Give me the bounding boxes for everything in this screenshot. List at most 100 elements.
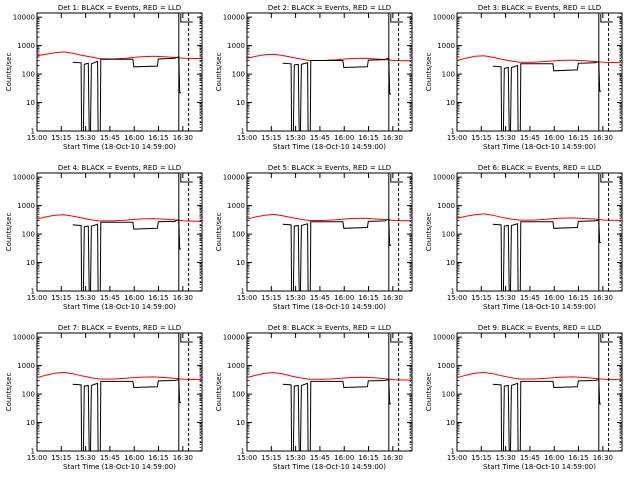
y-tick-label: 10000 bbox=[433, 174, 455, 182]
y-tick-label: 10 bbox=[236, 419, 245, 427]
y-tick-label: 10000 bbox=[13, 334, 35, 342]
x-tick-label: 16:15 bbox=[358, 134, 378, 142]
x-tick-label: 15:00 bbox=[447, 134, 467, 142]
lld-series-line bbox=[37, 371, 202, 381]
events-series-line bbox=[282, 379, 391, 451]
x-tick-label: 15:45 bbox=[100, 454, 120, 462]
plot-frame bbox=[456, 172, 623, 292]
y-tick-label: 10 bbox=[26, 419, 35, 427]
y-tick-label: 10 bbox=[26, 99, 35, 107]
lld-series-line bbox=[457, 213, 622, 221]
x-tick-label: 16:15 bbox=[358, 294, 378, 302]
x-tick-label: 16:30 bbox=[173, 454, 193, 462]
marker-bracket bbox=[180, 334, 193, 343]
x-tick-label: 15:30 bbox=[286, 454, 306, 462]
y-tick-label: 10 bbox=[26, 259, 35, 267]
events-series-line bbox=[72, 219, 181, 291]
x-tick-label: 15:45 bbox=[520, 454, 540, 462]
x-axis-label: Start Time (18-Oct-10 14:59:00) bbox=[273, 143, 386, 151]
x-tick-label: 15:00 bbox=[237, 294, 257, 302]
x-tick-label: 15:30 bbox=[496, 294, 516, 302]
y-tick-label: 10 bbox=[446, 259, 455, 267]
x-tick-label: 15:00 bbox=[447, 454, 467, 462]
y-axis-label: Counts/sec bbox=[425, 213, 433, 252]
plot-frame bbox=[456, 332, 623, 452]
y-axis-label: Counts/sec bbox=[215, 373, 223, 412]
panel-det-4: 1 10 100 1000 10000 15:00 15:15 15:30 15:45 16:00… bbox=[5, 164, 203, 311]
y-tick-label: 100 bbox=[232, 71, 245, 79]
x-axis-label: Start Time (18-Oct-10 14:59:00) bbox=[273, 303, 386, 311]
x-tick-label: 16:00 bbox=[544, 134, 564, 142]
plot-frame bbox=[36, 332, 203, 452]
x-tick-label: 15:00 bbox=[27, 134, 47, 142]
y-tick-label: 1000 bbox=[437, 42, 455, 50]
events-series-line bbox=[282, 57, 391, 131]
lld-series-line bbox=[457, 55, 622, 64]
y-tick-label: 100 bbox=[232, 231, 245, 239]
y-tick-label: 10 bbox=[446, 419, 455, 427]
x-tick-label: 16:30 bbox=[173, 294, 193, 302]
events-series-line bbox=[492, 61, 601, 131]
y-tick-label: 1 bbox=[31, 128, 35, 136]
y-tick-label: 1 bbox=[241, 128, 245, 136]
x-axis-label: Start Time (18-Oct-10 14:59:00) bbox=[273, 463, 386, 471]
marker-bracket bbox=[390, 334, 403, 343]
y-tick-label: 1 bbox=[241, 448, 245, 456]
y-tick-label: 1 bbox=[31, 288, 35, 296]
panel-title: Det 7: BLACK = Events, RED = LLD bbox=[58, 324, 181, 332]
panel-det-2: 1 10 100 1000 10000 15:00 15:15 15:30 15:45 16:00… bbox=[215, 4, 413, 151]
series-group bbox=[457, 13, 622, 131]
x-tick-label: 15:45 bbox=[520, 134, 540, 142]
plot-frame bbox=[246, 12, 413, 132]
x-tick-label: 16:00 bbox=[544, 294, 564, 302]
x-tick-label: 15:15 bbox=[471, 294, 491, 302]
plot-frame bbox=[36, 172, 203, 292]
marker-bracket bbox=[180, 14, 193, 23]
x-tick-label: 16:15 bbox=[568, 294, 588, 302]
lld-series-line bbox=[37, 51, 202, 60]
y-axis-label: Counts/sec bbox=[5, 53, 13, 92]
y-tick-label: 10000 bbox=[223, 334, 245, 342]
x-tick-label: 15:30 bbox=[496, 134, 516, 142]
x-tick-label: 15:15 bbox=[261, 454, 281, 462]
x-tick-label: 15:00 bbox=[27, 294, 47, 302]
x-tick-label: 16:15 bbox=[568, 454, 588, 462]
x-tick-label: 16:00 bbox=[124, 294, 144, 302]
series-group bbox=[37, 173, 202, 291]
x-tick-label: 15:45 bbox=[100, 294, 120, 302]
panel-det-9: 1 10 100 1000 10000 15:00 15:15 15:30 15:45 16:00… bbox=[425, 324, 623, 471]
x-tick-label: 15:00 bbox=[237, 134, 257, 142]
y-tick-label: 1000 bbox=[227, 362, 245, 370]
events-series-line bbox=[72, 56, 181, 131]
x-tick-label: 15:30 bbox=[286, 134, 306, 142]
series-group bbox=[457, 333, 622, 451]
panel-title: Det 3: BLACK = Events, RED = LLD bbox=[478, 4, 601, 12]
x-tick-label: 16:00 bbox=[124, 454, 144, 462]
x-tick-label: 16:15 bbox=[358, 454, 378, 462]
y-tick-label: 100 bbox=[442, 231, 455, 239]
x-tick-label: 15:30 bbox=[76, 454, 96, 462]
y-tick-label: 1 bbox=[241, 288, 245, 296]
panel-title: Det 1: BLACK = Events, RED = LLD bbox=[58, 4, 181, 12]
x-tick-label: 15:15 bbox=[51, 294, 71, 302]
y-tick-label: 10 bbox=[236, 259, 245, 267]
y-axis-label: Counts/sec bbox=[5, 213, 13, 252]
y-tick-label: 1000 bbox=[227, 42, 245, 50]
marker-bracket bbox=[180, 174, 193, 183]
y-tick-label: 1 bbox=[31, 448, 35, 456]
y-axis-label: Counts/sec bbox=[5, 373, 13, 412]
panel-det-5: 1 10 100 1000 10000 15:00 15:15 15:30 15:45 16:00… bbox=[215, 164, 413, 311]
y-tick-label: 10000 bbox=[433, 334, 455, 342]
marker-bracket bbox=[390, 14, 403, 23]
y-tick-label: 100 bbox=[442, 391, 455, 399]
x-tick-label: 15:45 bbox=[310, 454, 330, 462]
panel-det-8: 1 10 100 1000 10000 15:00 15:15 15:30 15:45 16:00… bbox=[215, 324, 413, 471]
y-tick-label: 100 bbox=[22, 391, 35, 399]
x-tick-label: 15:45 bbox=[310, 294, 330, 302]
y-tick-label: 10000 bbox=[13, 14, 35, 22]
x-axis-label: Start Time (18-Oct-10 14:59:00) bbox=[63, 303, 176, 311]
panel-title: Det 2: BLACK = Events, RED = LLD bbox=[268, 4, 391, 12]
x-tick-label: 15:30 bbox=[76, 294, 96, 302]
y-axis-label: Counts/sec bbox=[425, 373, 433, 412]
